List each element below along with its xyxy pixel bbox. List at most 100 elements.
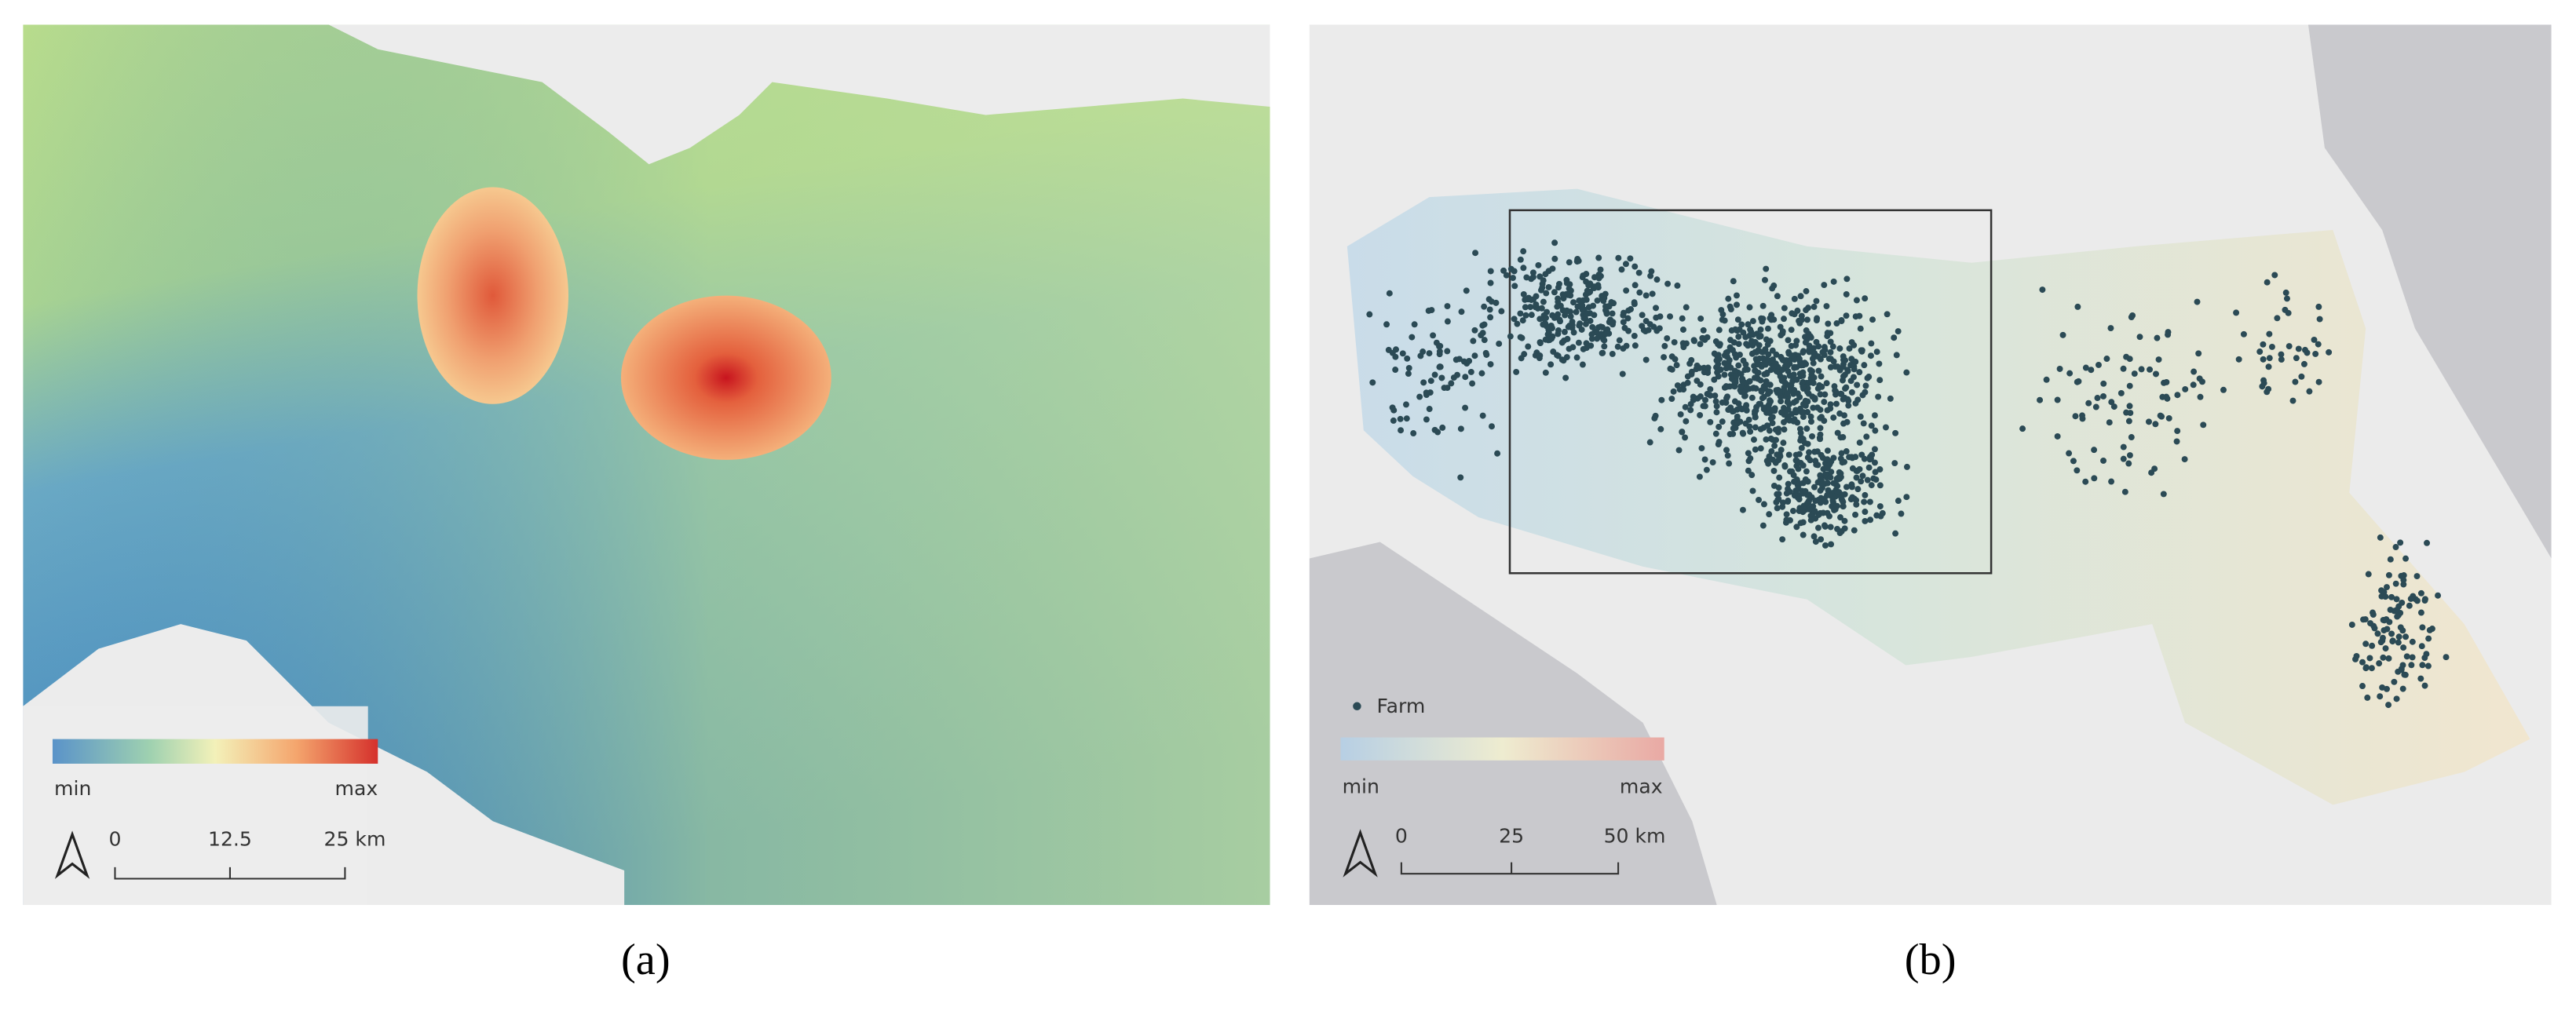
farm-dot — [1580, 272, 1587, 279]
legend-marker-label: Farm — [1377, 695, 1426, 717]
farm-dot — [1887, 395, 1894, 402]
farm-dot — [2366, 655, 2373, 662]
farm-dot — [2417, 589, 2424, 597]
farm-dot — [1551, 255, 1558, 262]
farm-dot — [1770, 316, 1778, 323]
farm-dot — [1749, 331, 1756, 338]
farm-dot — [1877, 513, 1884, 520]
farm-dot — [1789, 410, 1796, 418]
farm-dot — [1573, 354, 1580, 361]
farm-dot — [2054, 396, 2061, 403]
farm-dot — [1700, 327, 1707, 334]
farm-dot — [1833, 400, 1840, 407]
farm-dot — [2136, 334, 2143, 341]
farm-dot — [1444, 318, 1451, 325]
farm-dot — [1814, 462, 1821, 469]
farm-dot — [2326, 348, 2333, 356]
farm-dot — [2100, 457, 2107, 464]
farm-dot — [1588, 331, 1595, 338]
farm-dot — [1818, 373, 1825, 380]
farm-dot — [1895, 328, 1902, 335]
farm-dot — [1582, 291, 1589, 298]
farm-dot — [1759, 355, 1767, 362]
farm-dot — [1719, 399, 1726, 406]
farm-dot — [2088, 367, 2095, 374]
farm-dot — [1525, 296, 1532, 303]
farm-dot — [1785, 415, 1792, 422]
farm-dot — [1775, 457, 1782, 464]
farm-dot — [1800, 531, 1807, 538]
farm-dot — [2121, 488, 2128, 495]
farm-dot — [1725, 295, 1732, 302]
farm-dot — [1857, 413, 1864, 420]
farm-dot — [1793, 457, 1800, 464]
farm-dot — [2384, 626, 2391, 633]
farm-dot — [1821, 352, 1828, 359]
farm-dot — [1709, 459, 1716, 466]
farm-dot — [2399, 627, 2406, 634]
farm-dot — [1436, 343, 1443, 350]
farm-dot — [2125, 418, 2132, 425]
farm-dot — [1862, 491, 1869, 498]
farm-dot — [2195, 350, 2202, 357]
farm-dot — [1834, 429, 1841, 436]
farm-dot — [1806, 346, 1813, 353]
farm-dot — [1789, 468, 1796, 475]
farm-dot — [1683, 304, 1690, 311]
farm-dot — [1802, 487, 1809, 494]
farm-dot — [1818, 383, 1825, 390]
farm-dot — [1843, 384, 1850, 391]
hotspot — [417, 187, 569, 404]
farm-dot — [1742, 387, 1749, 394]
farm-dot — [1389, 349, 1396, 356]
farm-dot — [1700, 335, 1707, 342]
farm-dot — [1802, 476, 1809, 483]
farm-dot — [1734, 292, 1740, 299]
farm-dot — [1525, 343, 1532, 350]
farm-dot — [2359, 683, 2366, 690]
farm-dot — [1903, 463, 1910, 470]
farm-dot — [2174, 392, 2181, 399]
farm-dot — [1721, 384, 1728, 391]
farm-dot — [1555, 327, 1562, 334]
farm-dot — [1462, 374, 1469, 381]
farm-dot — [1840, 420, 1847, 427]
farm-dot — [1705, 364, 1712, 371]
farm-dot — [2152, 421, 2159, 428]
farm-dot — [1766, 511, 1773, 518]
farm-dot — [1819, 480, 1826, 487]
farm-dot — [1793, 376, 1800, 383]
farm-dot — [2399, 599, 2406, 606]
farm-dot — [1595, 254, 1602, 261]
farm-dot — [2392, 580, 2399, 587]
farm-dot — [2072, 413, 2079, 420]
farm-dot — [2191, 368, 2198, 375]
farm-dot — [1701, 403, 1708, 410]
farm-dot — [1748, 394, 1756, 401]
farm-dot — [1622, 261, 1629, 268]
farm-dot — [1775, 495, 1782, 502]
farm-dot — [1503, 272, 1510, 279]
farm-dot — [2399, 685, 2406, 692]
farm-dot — [1750, 436, 1757, 443]
farm-dot — [1726, 460, 1733, 467]
farm-dot — [1774, 451, 1781, 458]
farm-dot — [1705, 370, 1712, 376]
farm-dot — [1656, 325, 1663, 332]
farm-dot — [1824, 456, 1831, 463]
farm-dot — [1405, 364, 1412, 371]
farm-dot — [1731, 378, 1738, 385]
farm-dot — [1806, 449, 1813, 456]
farm-dot — [1649, 290, 1656, 297]
farm-dot — [1479, 412, 1486, 419]
farm-dot — [2165, 414, 2172, 421]
farm-dot — [1658, 396, 1665, 403]
farm-dot — [1585, 304, 1592, 311]
farm-dot — [1813, 338, 1820, 345]
farm-dot — [1519, 317, 1526, 324]
farm-dot — [2362, 665, 2370, 672]
farm-dot — [1463, 287, 1470, 294]
farm-dot — [1769, 414, 1776, 421]
legend-min: min — [1343, 775, 1379, 798]
farm-dot — [1763, 265, 1770, 272]
